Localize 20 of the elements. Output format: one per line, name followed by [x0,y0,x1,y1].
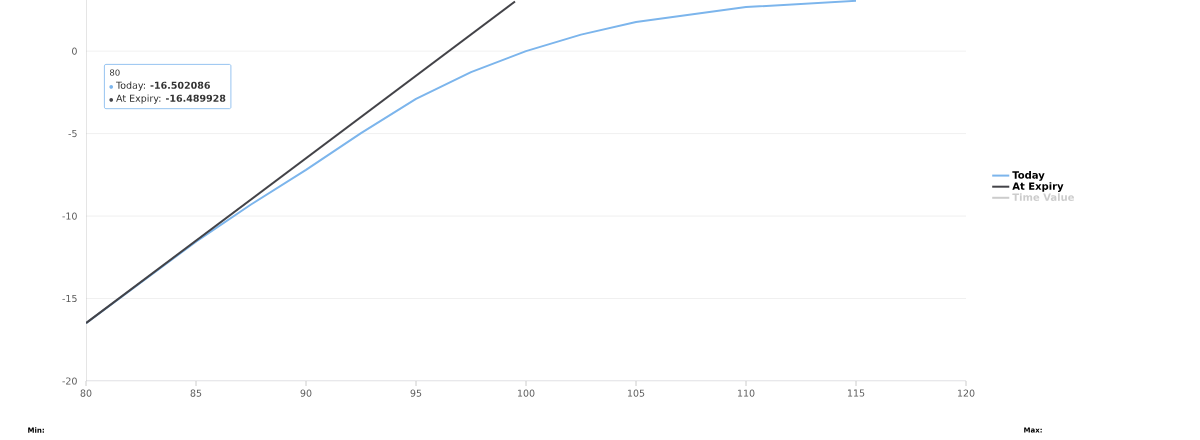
x-tick-label: 115 [847,389,865,397]
y-tick-label: -20 [62,377,77,385]
x-tick-label: 80 [80,389,92,397]
line-series [86,0,858,325]
x-tick-label: 90 [300,389,312,397]
x-tick-label: 100 [517,389,535,397]
annotation: At Expiry: -16.489928 [116,94,226,104]
y-tick-label: -5 [68,130,77,138]
x-tick-label: 110 [737,389,755,397]
x-tick-label: 105 [627,389,645,397]
x-tick-label: 95 [410,389,422,397]
x-tick-label: 120 [957,389,975,397]
legend-label: Today [1012,171,1045,181]
y-tick-label: -10 [62,212,77,220]
annotation: Today: -16.502086 [115,81,210,91]
legend-label: At Expiry [1012,182,1064,192]
annotation: 80 [109,69,120,76]
y-tick-label: -15 [62,295,77,303]
y-tick-label: 0 [72,47,77,55]
x-tick-label: 85 [190,389,202,397]
